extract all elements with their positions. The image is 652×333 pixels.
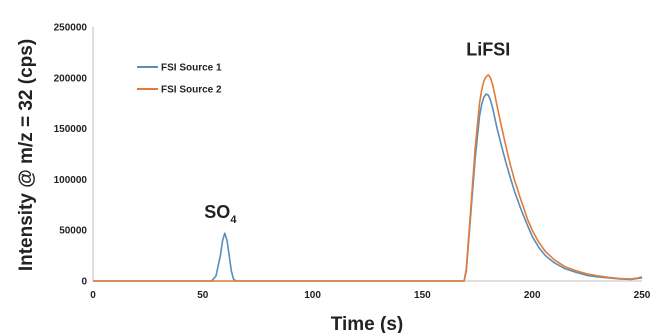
x-tick-label: 0 [90,290,96,301]
y-tick-label: 200000 [54,73,88,84]
y-tick-label: 150000 [54,124,88,135]
x-tick-label: 200 [524,290,541,301]
series-line-1 [93,93,643,282]
x-tick-label: 250 [634,290,651,301]
legend-label-2: FSI Source 2 [161,85,222,96]
series-layer [93,74,643,282]
x-tick-label: 150 [414,290,431,301]
y-axis-title: Intensity @ m/z = 32 (cps) [16,39,37,271]
legend: FSI Source 1 FSI Source 2 [137,63,222,96]
series-line-2 [93,74,643,282]
annotation-label-2: LiFSI [466,39,510,59]
y-tick-label: 0 [81,277,87,288]
x-axis-title: Time (s) [331,314,404,333]
y-tick-label: 50000 [59,226,87,237]
legend-label-1: FSI Source 1 [161,63,222,74]
x-tick-label: 100 [304,290,321,301]
annotation-subscript: 4 [230,214,237,226]
annotation-layer: SO4 LiFSI [204,39,510,226]
y-tick-label: 250000 [54,23,88,34]
x-tick-label: 50 [197,290,209,301]
y-tick-label: 100000 [54,175,88,186]
axes: 0 50000 100000 150000 200000 250000 0 50 100 150 2… [54,23,651,302]
annotation-label-1: SO4 [204,202,237,226]
